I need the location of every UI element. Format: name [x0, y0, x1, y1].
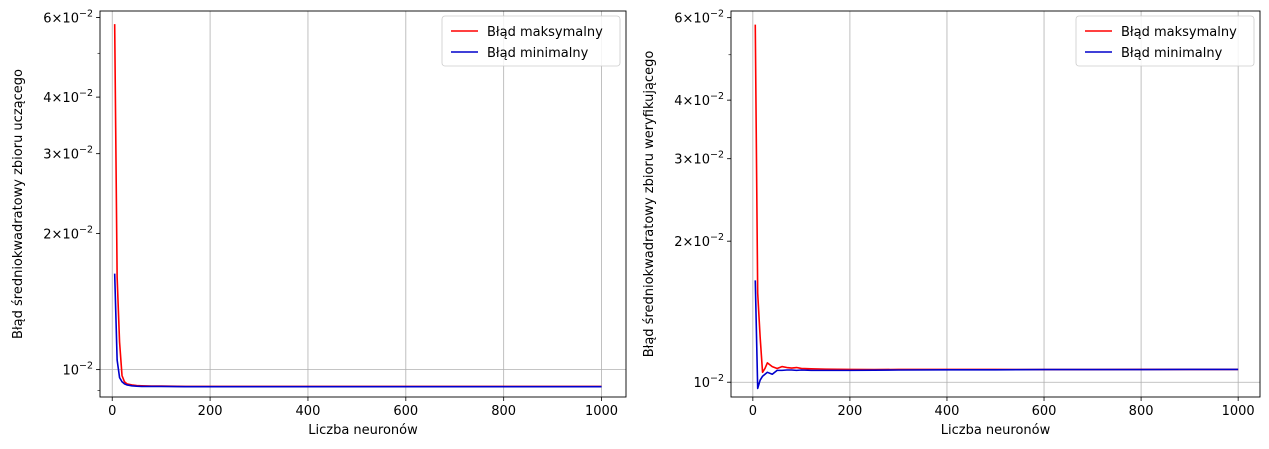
x-tick-label: 1000: [585, 404, 618, 419]
x-axis-label: Liczba neuronów: [308, 423, 418, 438]
legend-box: [1075, 15, 1255, 67]
y-tick-label: 2×10−2: [43, 224, 93, 242]
series-line-1: [113, 24, 602, 388]
x-tick-label: 800: [491, 404, 516, 419]
y-tick-label: 3×10−2: [43, 145, 93, 163]
legend: Błąd maksymalny Błąd minimalny: [1075, 15, 1255, 67]
axes-frame: [99, 10, 627, 398]
y-axis-label: Błąd średniokwadratowy zbioru uczącego: [11, 69, 26, 339]
legend-label-2: Błąd minimalny: [1121, 46, 1223, 61]
y-tick-label: 6×10−2: [43, 8, 93, 26]
x-tick-label: 200: [837, 404, 862, 419]
chart-panel-2: 0 200 400 600 800 1000 6×10−2 4×10−2 3×10−2 2×10−…: [642, 9, 1261, 438]
y-tick-label: 3×10−2: [674, 150, 724, 168]
x-tick-label: 0: [749, 404, 757, 419]
y-tick-label: 10−2: [693, 373, 724, 391]
y-axis-label: Błąd średniokwadratowy zbioru weryfikują…: [642, 51, 657, 358]
chart-panel-1: 0 200 400 600 800 1000 6×10−2 4×10−2 3×10−2 2×10−…: [11, 8, 627, 438]
y-tick-label: 4×10−2: [43, 88, 93, 106]
x-tick-label: 800: [1129, 404, 1154, 419]
x-tick-label: 400: [296, 404, 321, 419]
x-tick-label: 1000: [1222, 404, 1255, 419]
legend-label-1: Błąd maksymalny: [1121, 25, 1237, 40]
y-tick-label: 6×10−2: [674, 9, 724, 27]
y-tick-label: 2×10−2: [674, 232, 724, 250]
x-tick-label: 600: [393, 404, 418, 419]
legend-label-1: Błąd maksymalny: [487, 25, 603, 40]
y-tick-label: 4×10−2: [674, 91, 724, 109]
x-tick-label: 200: [198, 404, 223, 419]
x-tick-label: 0: [108, 404, 116, 419]
legend-label-2: Błąd minimalny: [487, 46, 589, 61]
series-line-1: [754, 24, 1239, 374]
legend: Błąd maksymalny Błąd minimalny: [441, 15, 621, 67]
series-line-2: [754, 280, 1239, 390]
axes-frame: [730, 10, 1261, 398]
legend-box: [441, 15, 621, 67]
x-axis-label: Liczba neuronów: [941, 423, 1051, 438]
series-line-2: [113, 273, 602, 388]
x-tick-label: 400: [935, 404, 960, 419]
y-tick-label: 10−2: [62, 361, 93, 379]
x-tick-label: 600: [1032, 404, 1057, 419]
